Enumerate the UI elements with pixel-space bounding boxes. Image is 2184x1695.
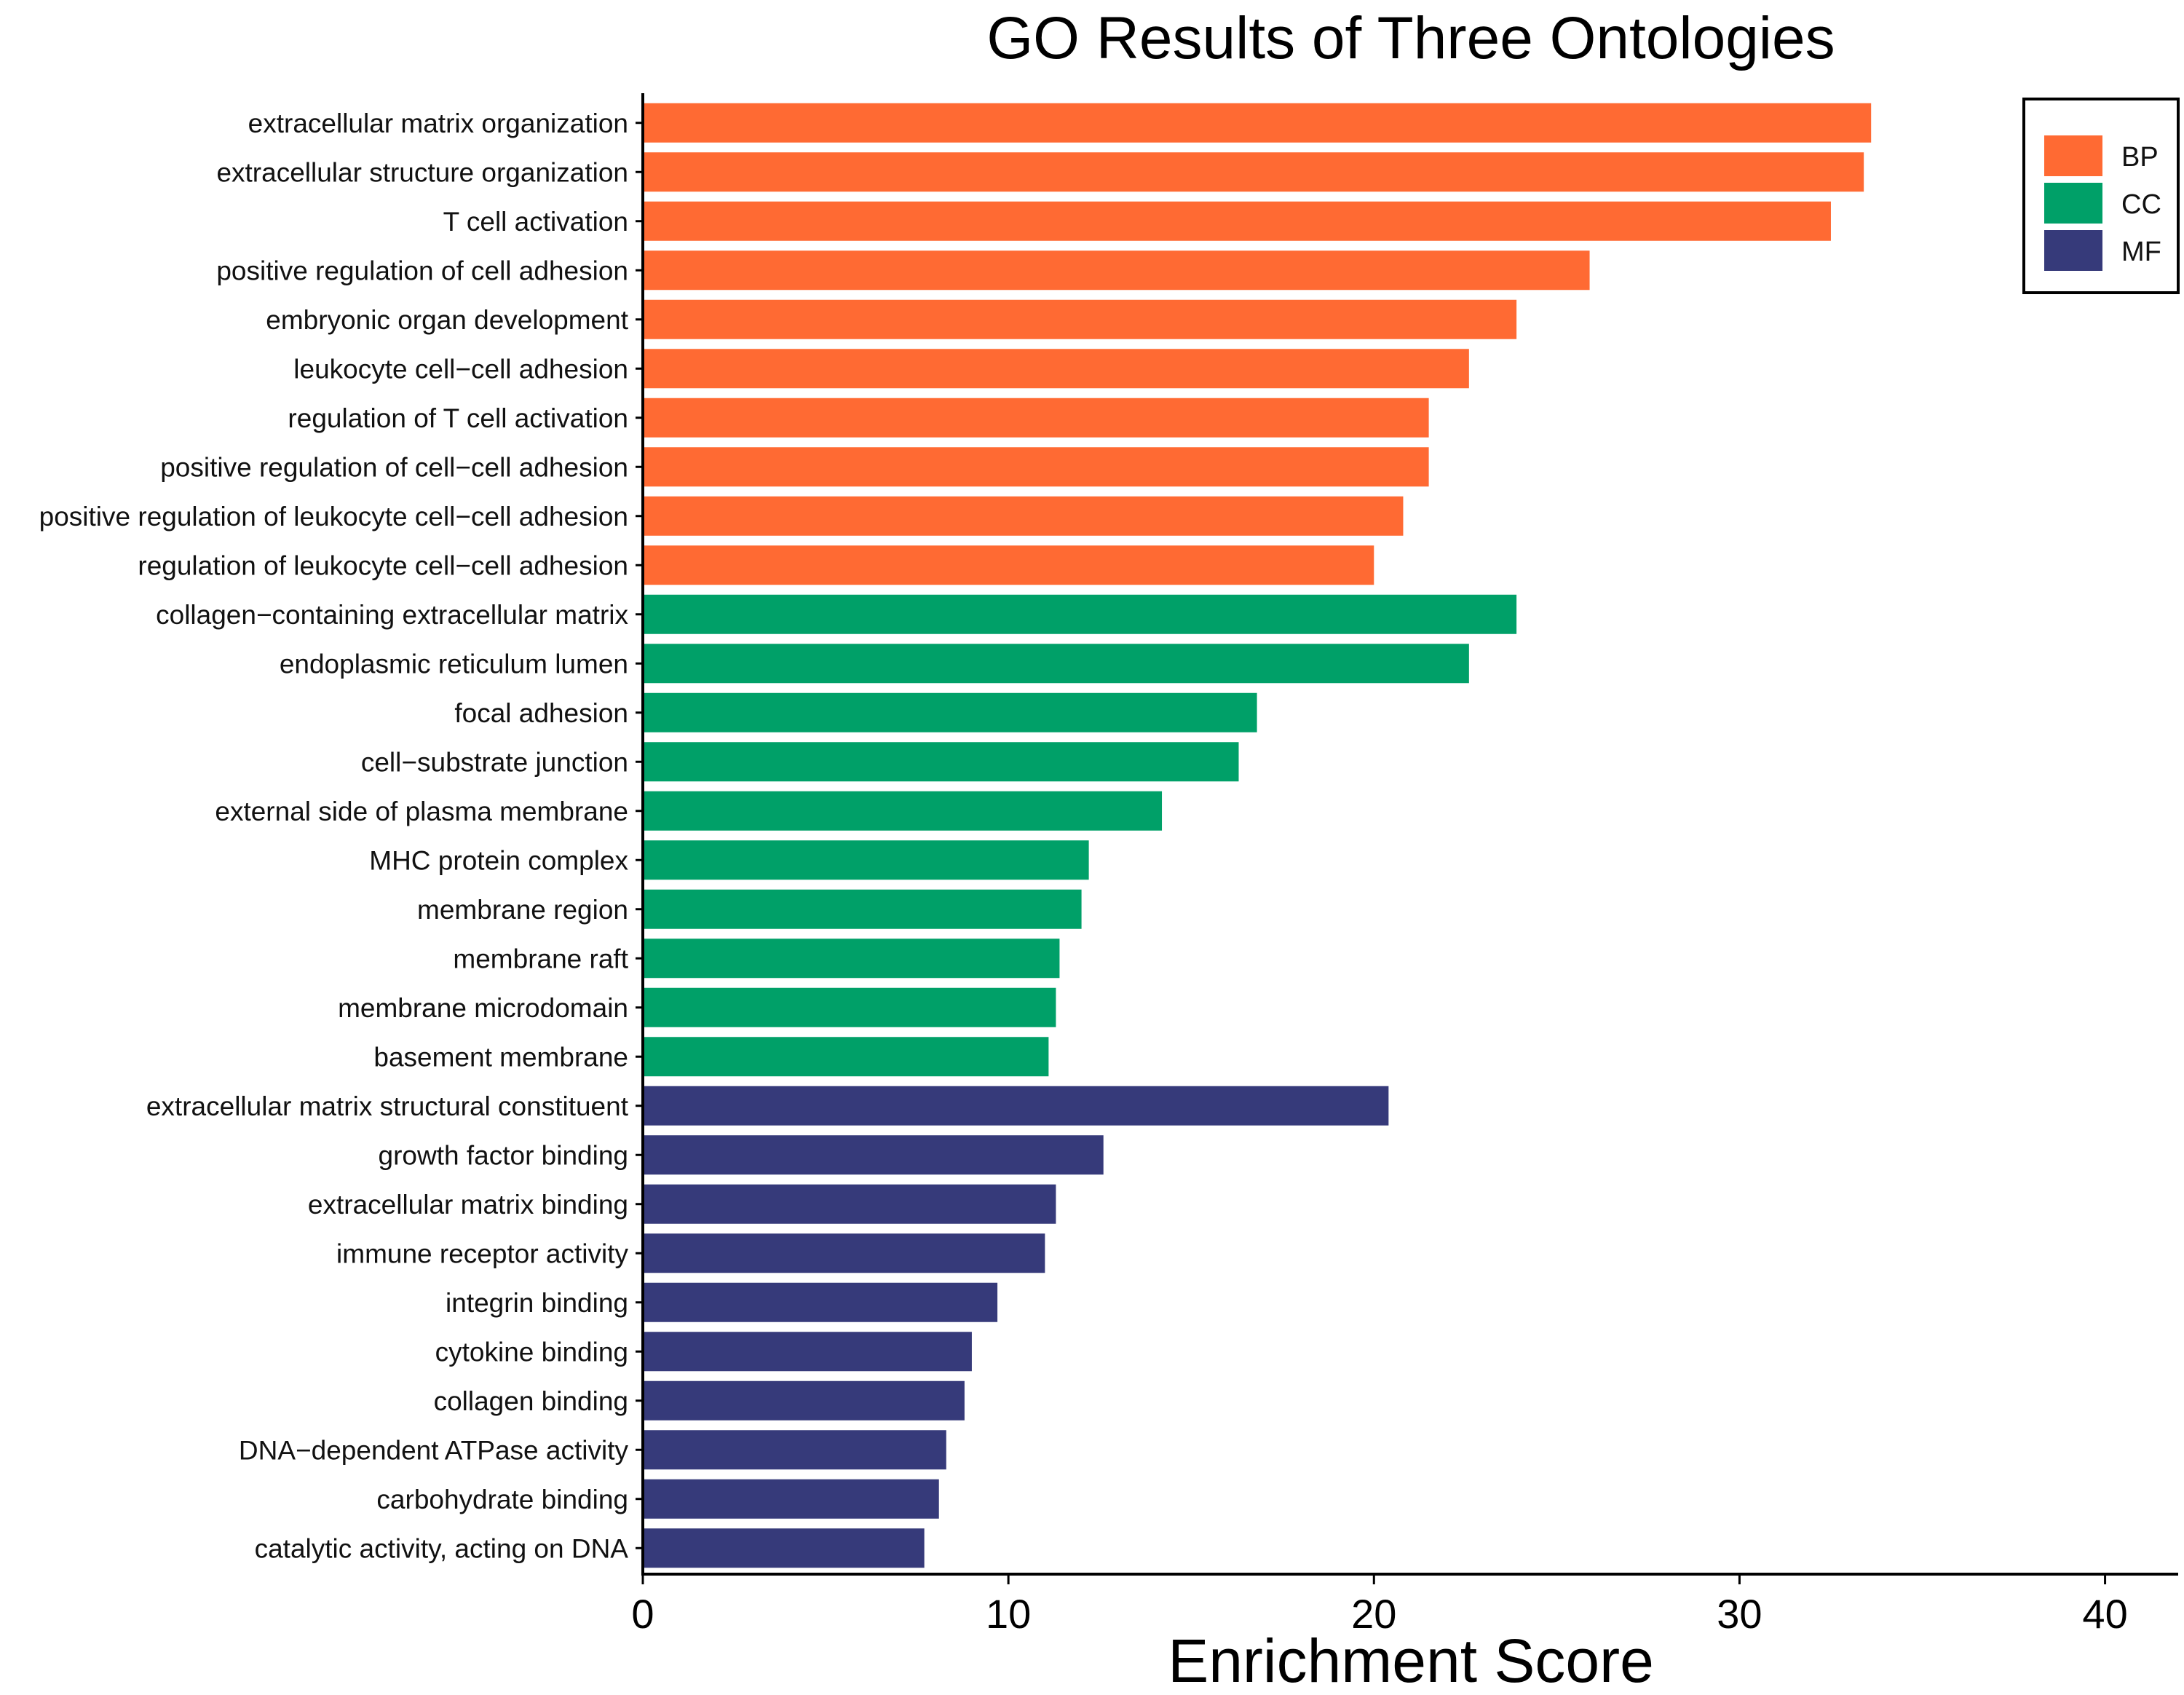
legend-label-cc: CC: [2121, 189, 2161, 220]
category-label: extracellular matrix structural constitu…: [146, 1091, 629, 1121]
bar-bp: [644, 447, 1429, 487]
bar-mf: [644, 1086, 1389, 1126]
legend: BP CC MF: [2022, 98, 2180, 294]
category-label: extracellular matrix binding: [308, 1190, 628, 1220]
category-label: extracellular matrix organization: [248, 108, 628, 138]
bar-cc: [644, 840, 1089, 880]
category-label: leukocyte cell−cell adhesion: [293, 354, 628, 384]
axes: [641, 93, 2178, 1576]
x-ticks: 0 10 20 30 40: [631, 1574, 2128, 1637]
category-label: membrane raft: [453, 944, 628, 973]
bar-cc: [644, 742, 1239, 782]
category-label: collagen binding: [434, 1386, 628, 1416]
category-label: MHC protein complex: [369, 845, 628, 875]
bar-mf: [644, 1479, 939, 1519]
category-label: positive regulation of cell−cell adhesio…: [160, 452, 628, 482]
category-label: membrane region: [417, 895, 628, 925]
category-label: carbohydrate binding: [376, 1485, 628, 1514]
bar-mf: [644, 1135, 1104, 1175]
legend-swatch-cc: [2044, 183, 2102, 224]
bar-bp: [644, 496, 1404, 536]
category-label: positive regulation of leukocyte cell−ce…: [39, 502, 628, 532]
bar-bp: [644, 349, 1469, 389]
bars-layer: [644, 103, 1872, 1568]
legend-label-mf: MF: [2121, 237, 2161, 267]
legend-swatch-mf: [2044, 230, 2102, 271]
bar-mf: [644, 1332, 972, 1372]
category-label: collagen−containing extracellular matrix: [156, 600, 628, 630]
category-label: focal adhesion: [454, 698, 628, 728]
category-label: growth factor binding: [379, 1140, 628, 1170]
legend-label-bp: BP: [2121, 142, 2159, 173]
bar-cc: [644, 644, 1469, 684]
category-label: basement membrane: [373, 1042, 628, 1072]
bar-cc: [644, 889, 1082, 929]
x-tick-label: 10: [986, 1591, 1031, 1637]
category-label: cytokine binding: [435, 1337, 628, 1367]
bar-bp: [644, 152, 1864, 192]
x-tick-label: 40: [2082, 1591, 2127, 1637]
bar-bp: [644, 103, 1872, 143]
bar-bp: [644, 201, 1831, 241]
category-label: immune receptor activity: [336, 1238, 628, 1268]
bar-bp: [644, 250, 1590, 291]
category-label: positive regulation of cell adhesion: [216, 256, 628, 285]
bar-cc: [644, 939, 1060, 979]
category-label: integrin binding: [446, 1288, 628, 1318]
legend-swatch-bp: [2044, 135, 2102, 176]
bar-bp: [644, 398, 1429, 438]
category-label: catalytic activity, acting on DNA: [255, 1533, 629, 1563]
category-label: embryonic organ development: [266, 305, 628, 335]
bar-mf: [644, 1233, 1045, 1273]
bar-cc: [644, 791, 1163, 831]
bar-mf: [644, 1380, 965, 1421]
bar-bp: [644, 545, 1374, 585]
category-label: endoplasmic reticulum lumen: [280, 649, 628, 679]
category-label: cell−substrate junction: [361, 747, 628, 777]
bar-cc: [644, 987, 1056, 1027]
bar-cc: [644, 1037, 1049, 1077]
category-label: regulation of T cell activation: [288, 403, 628, 433]
bar-cc: [644, 594, 1517, 634]
x-tick-label: 30: [1717, 1591, 1762, 1637]
bar-mf: [644, 1282, 998, 1322]
x-tick-label: 0: [631, 1591, 654, 1637]
chart-title: GO Results of Three Ontologies: [986, 5, 1835, 71]
category-label: regulation of leukocyte cell−cell adhesi…: [138, 550, 628, 580]
category-label: DNA−dependent ATPase activity: [239, 1435, 629, 1465]
bar-cc: [644, 692, 1257, 732]
category-label: membrane microdomain: [338, 993, 628, 1023]
category-label: external side of plasma membrane: [215, 797, 628, 826]
category-labels: extracellular matrix organization extrace…: [39, 108, 643, 1563]
x-axis-title: Enrichment Score: [1168, 1627, 1654, 1695]
x-tick-label: 20: [1351, 1591, 1396, 1637]
bar-mf: [644, 1528, 925, 1568]
category-label: T cell activation: [443, 207, 628, 237]
category-label: extracellular structure organization: [216, 157, 628, 187]
bar-mf: [644, 1184, 1056, 1224]
bar-mf: [644, 1430, 946, 1470]
bar-bp: [644, 299, 1517, 339]
